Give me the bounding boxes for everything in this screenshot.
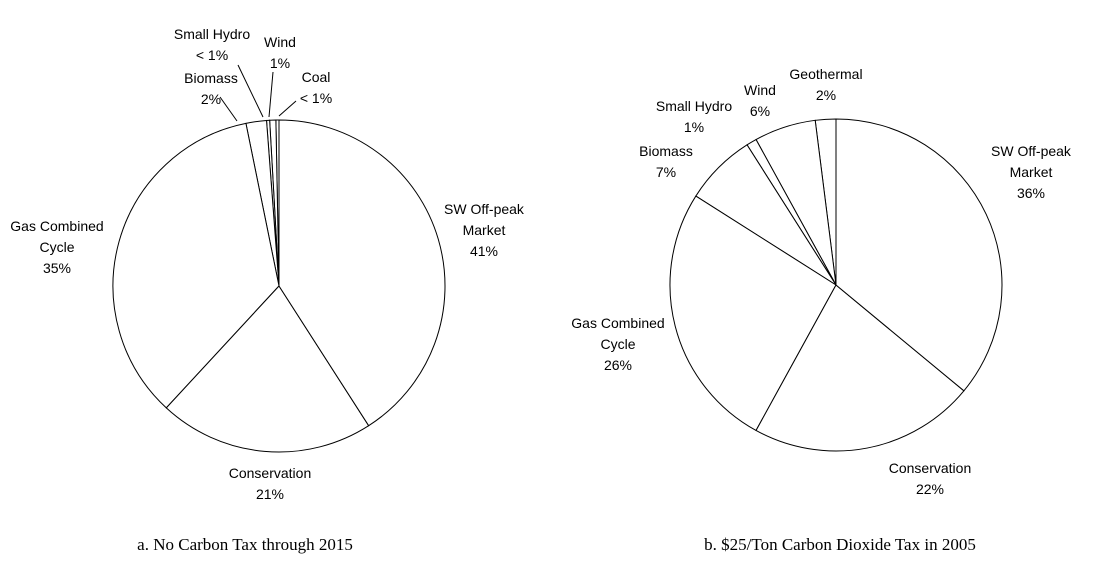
pie-chart-a: a. No Carbon Tax through 2015 SW Off-pea… — [10, 26, 525, 554]
slice-label: Geothermal 2% — [789, 66, 862, 103]
slice-label: Conservation 21% — [229, 465, 312, 502]
slice-label: Wind 1% — [264, 34, 296, 71]
slice-label: Gas Combined Cycle 35% — [10, 218, 103, 276]
slice-label: Small Hydro 1% — [656, 98, 732, 135]
pie-slice — [165, 285, 370, 453]
slice-label: Biomass 2% — [184, 70, 238, 107]
slice-label: SW Off-peak Market 36% — [991, 143, 1072, 201]
pie-chart-b: b. $25/Ton Carbon Dioxide Tax in 2005 SW… — [571, 66, 1072, 554]
slice-label: Gas Combined Cycle 26% — [571, 315, 664, 373]
leader-line — [219, 96, 238, 122]
chart-a-caption: a. No Carbon Tax through 2015 — [137, 535, 353, 554]
pie-slice — [755, 284, 965, 452]
pie-slice — [835, 118, 1003, 392]
leader-line — [237, 64, 264, 118]
slice-label: Small Hydro < 1% — [174, 26, 250, 63]
leader-line — [268, 71, 274, 118]
slice-label: Biomass 7% — [639, 143, 693, 180]
pie-slice — [669, 195, 837, 432]
pie-slice — [278, 119, 446, 427]
pie-slice — [112, 122, 280, 409]
slice-label: Wind 6% — [744, 82, 776, 119]
slice-label: SW Off-peak Market 41% — [444, 201, 525, 259]
slice-label: Coal < 1% — [300, 69, 332, 106]
slice-label: Conservation 22% — [889, 460, 972, 497]
leader-line — [278, 100, 297, 117]
chart-b-caption: b. $25/Ton Carbon Dioxide Tax in 2005 — [704, 535, 976, 554]
